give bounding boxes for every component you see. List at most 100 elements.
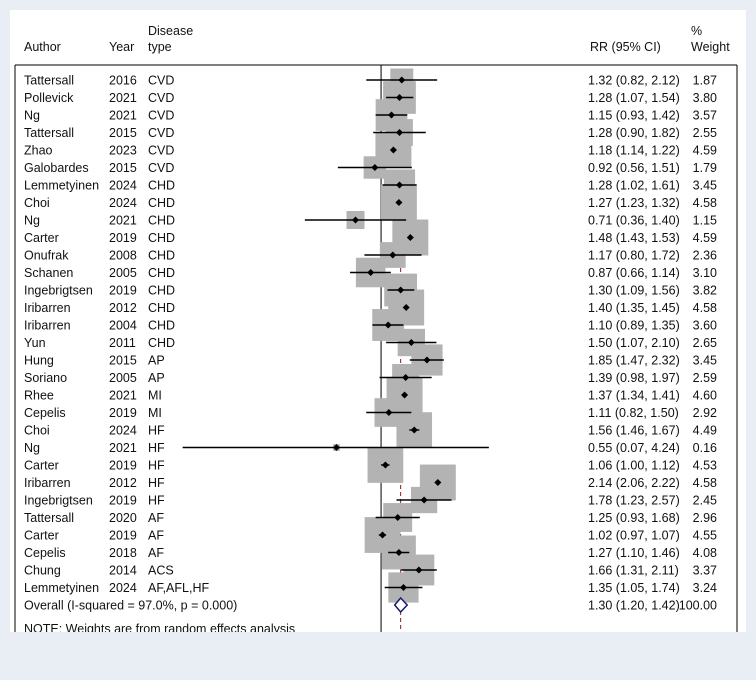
study-weight: 2.36 <box>693 249 717 263</box>
study-author: Lemmetyinen <box>24 179 99 193</box>
point-estimate <box>384 321 392 329</box>
point-estimate <box>410 426 418 434</box>
study-year: 2021 <box>109 389 137 403</box>
study-author: Yun <box>24 336 46 350</box>
study-weight: 4.55 <box>693 529 717 543</box>
study-disease-type: CHD <box>148 301 175 315</box>
point-estimate <box>401 391 409 399</box>
study-rr-ci: 1.28 (1.02, 1.61) <box>588 179 680 193</box>
study-disease-type: HF <box>148 476 165 490</box>
study-weight: 3.37 <box>693 564 717 578</box>
study-author: Iribarren <box>24 476 71 490</box>
study-author: Galobardes <box>24 161 89 175</box>
study-rr-ci: 1.02 (0.97, 1.07) <box>588 529 680 543</box>
point-estimate <box>402 374 410 381</box>
study-year: 2005 <box>109 371 137 385</box>
study-weight: 1.15 <box>693 214 717 228</box>
study-disease-type: CVD <box>148 91 174 105</box>
study-rr-ci: 1.18 (1.14, 1.22) <box>588 144 680 158</box>
study-author: Tattersall <box>24 74 74 88</box>
study-year: 2020 <box>109 511 137 525</box>
study-year: 2021 <box>109 441 137 455</box>
point-estimate <box>423 356 431 364</box>
study-weight: 2.92 <box>693 406 717 420</box>
study-year: 2019 <box>109 459 137 473</box>
study-year: 2024 <box>109 179 137 193</box>
point-estimate <box>381 461 389 469</box>
study-disease-type: CVD <box>148 161 174 175</box>
study-year: 2015 <box>109 354 137 368</box>
study-year: 2021 <box>109 214 137 228</box>
study-disease-type: CVD <box>148 126 174 140</box>
study-rr-ci: 1.35 (1.05, 1.74) <box>588 581 680 595</box>
study-weight: 4.58 <box>693 476 717 490</box>
study-author: Rhee <box>24 389 54 403</box>
study-rr-ci: 2.14 (2.06, 2.22) <box>588 476 680 490</box>
study-disease-type: AF <box>148 546 164 560</box>
study-year: 2019 <box>109 494 137 508</box>
study-author: Choi <box>24 424 50 438</box>
study-weight: 3.24 <box>693 581 717 595</box>
study-year: 2018 <box>109 546 137 560</box>
study-author: Chung <box>24 564 61 578</box>
study-rr-ci: 1.25 (0.93, 1.68) <box>588 511 680 525</box>
study-author: Ingebrigtsen <box>24 494 93 508</box>
study-year: 2019 <box>109 231 137 245</box>
study-author: Ng <box>24 441 40 455</box>
point-estimate <box>434 479 442 486</box>
study-author: Choi <box>24 196 50 210</box>
study-author: Carter <box>24 529 59 543</box>
study-author: Cepelis <box>24 406 66 420</box>
study-author: Iribarren <box>24 301 71 315</box>
study-disease-type: CHD <box>148 249 175 263</box>
study-author: Ingebrigtsen <box>24 284 93 298</box>
point-estimate <box>371 164 379 171</box>
point-estimate <box>332 444 340 451</box>
study-author: Carter <box>24 459 59 473</box>
study-year: 2012 <box>109 301 137 315</box>
study-year: 2015 <box>109 126 137 140</box>
study-year: 2016 <box>109 74 137 88</box>
study-weight: 3.10 <box>693 266 717 280</box>
study-rr-ci: 1.28 (0.90, 1.82) <box>588 126 680 140</box>
point-estimate <box>379 531 387 539</box>
study-rr-ci: 1.11 (0.82, 1.50) <box>588 406 679 420</box>
study-rr-ci: 1.10 (0.89, 1.35) <box>588 319 680 333</box>
point-estimate <box>387 111 395 119</box>
study-author: Ng <box>24 214 40 228</box>
study-disease-type: CHD <box>148 266 175 280</box>
study-rr-ci: 0.71 (0.36, 1.40) <box>588 214 680 228</box>
point-estimate <box>397 286 405 294</box>
header-rr-ci: RR (95% CI) <box>590 40 661 54</box>
point-estimate <box>407 339 415 346</box>
study-weight: 2.96 <box>693 511 717 525</box>
study-rr-ci: 1.50 (1.07, 2.10) <box>588 336 680 350</box>
study-author: Tattersall <box>24 126 74 140</box>
study-disease-type: AF <box>148 529 164 543</box>
study-rr-ci: 1.37 (1.34, 1.41) <box>588 389 680 403</box>
study-rr-ci: 1.39 (0.98, 1.97) <box>588 371 680 385</box>
point-estimate <box>395 129 403 136</box>
study-author: Schanen <box>24 266 73 280</box>
study-rr-ci: 1.27 (1.10, 1.46) <box>588 546 680 560</box>
study-rr-ci: 1.85 (1.47, 2.32) <box>588 354 680 368</box>
study-author: Soriano <box>24 371 67 385</box>
study-rr-ci: 1.17 (0.80, 1.72) <box>588 249 680 263</box>
study-author: Zhao <box>24 144 53 158</box>
point-estimate <box>398 76 406 84</box>
overall-label: Overall (I-squared = 97.0%, p = 0.000) <box>24 599 237 613</box>
study-weight: 3.82 <box>693 284 717 298</box>
study-year: 2023 <box>109 144 137 158</box>
study-disease-type: AF <box>148 511 164 525</box>
study-year: 2019 <box>109 406 137 420</box>
study-disease-type: MI <box>148 389 162 403</box>
study-year: 2004 <box>109 319 137 333</box>
study-rr-ci: 0.87 (0.66, 1.14) <box>588 266 680 280</box>
study-disease-type: MI <box>148 406 162 420</box>
header-disease-line2: type <box>148 40 172 54</box>
study-rr-ci: 1.32 (0.82, 2.12) <box>588 74 680 88</box>
point-estimate <box>394 514 402 521</box>
header-weight-line1: % <box>691 24 703 38</box>
study-weight: 3.45 <box>693 179 717 193</box>
study-rr-ci: 1.66 (1.31, 2.11) <box>588 564 679 578</box>
